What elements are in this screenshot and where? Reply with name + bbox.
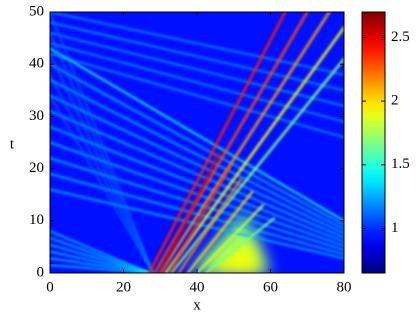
colorbar (361, 11, 386, 274)
field-stripe (153, 12, 309, 273)
field-stripe (50, 63, 344, 226)
field-stripe (50, 78, 344, 231)
x-tick-label: 0 (46, 279, 54, 295)
field-stripe (50, 172, 344, 256)
x-tick-label: 40 (190, 279, 205, 295)
field-stripe (50, 157, 344, 251)
x-tick-label: 20 (116, 279, 131, 295)
field-stripe (50, 21, 344, 92)
field-stripe (50, 264, 150, 273)
field-stripe (168, 164, 232, 273)
y-tick-label: 30 (29, 108, 44, 124)
field-stripe (50, 74, 154, 273)
field-stripe (50, 32, 154, 273)
field-stripe (186, 190, 254, 273)
field-stripe (50, 53, 154, 273)
field-stripe (159, 151, 221, 273)
colorbar-tick-label: 2.5 (391, 29, 410, 45)
y-tick-label: 0 (37, 264, 45, 280)
colorbar-tick-label: 2 (391, 93, 399, 109)
y-axis-label: t (10, 136, 15, 152)
field-stripe (50, 141, 344, 247)
field-stripe (50, 94, 344, 235)
field-stripe (50, 52, 344, 139)
y-tick-label: 10 (29, 212, 44, 228)
y-tick-label: 40 (29, 56, 44, 72)
field-stripe (50, 12, 154, 273)
x-tick-label: 60 (263, 279, 278, 295)
x-axis-label: x (193, 297, 201, 313)
field-stripe (50, 47, 344, 222)
field-stripe (50, 42, 344, 123)
colorbar-tick-label: 1 (391, 220, 399, 236)
x-tick-label: 80 (337, 279, 352, 295)
field-stripe (50, 230, 150, 273)
heatmap-field (50, 12, 344, 273)
field-stripe (164, 26, 344, 273)
field-stripe (170, 57, 344, 273)
field-stripe (50, 110, 344, 239)
field-stripe (159, 12, 331, 273)
colorbar-tick-label: 1.5 (391, 156, 410, 172)
field-stripe (50, 94, 154, 273)
y-tick-label: 20 (29, 160, 44, 176)
field-background (50, 12, 344, 273)
y-tick-label: 50 (29, 3, 44, 19)
field-stripe (177, 177, 243, 273)
field-stripe (195, 204, 265, 273)
field-stripe (50, 250, 150, 273)
field-stripe (50, 257, 150, 273)
field-stripe (50, 244, 150, 273)
field-stripe (148, 12, 287, 273)
field-stripe (205, 217, 276, 273)
field-stripe (50, 237, 150, 273)
